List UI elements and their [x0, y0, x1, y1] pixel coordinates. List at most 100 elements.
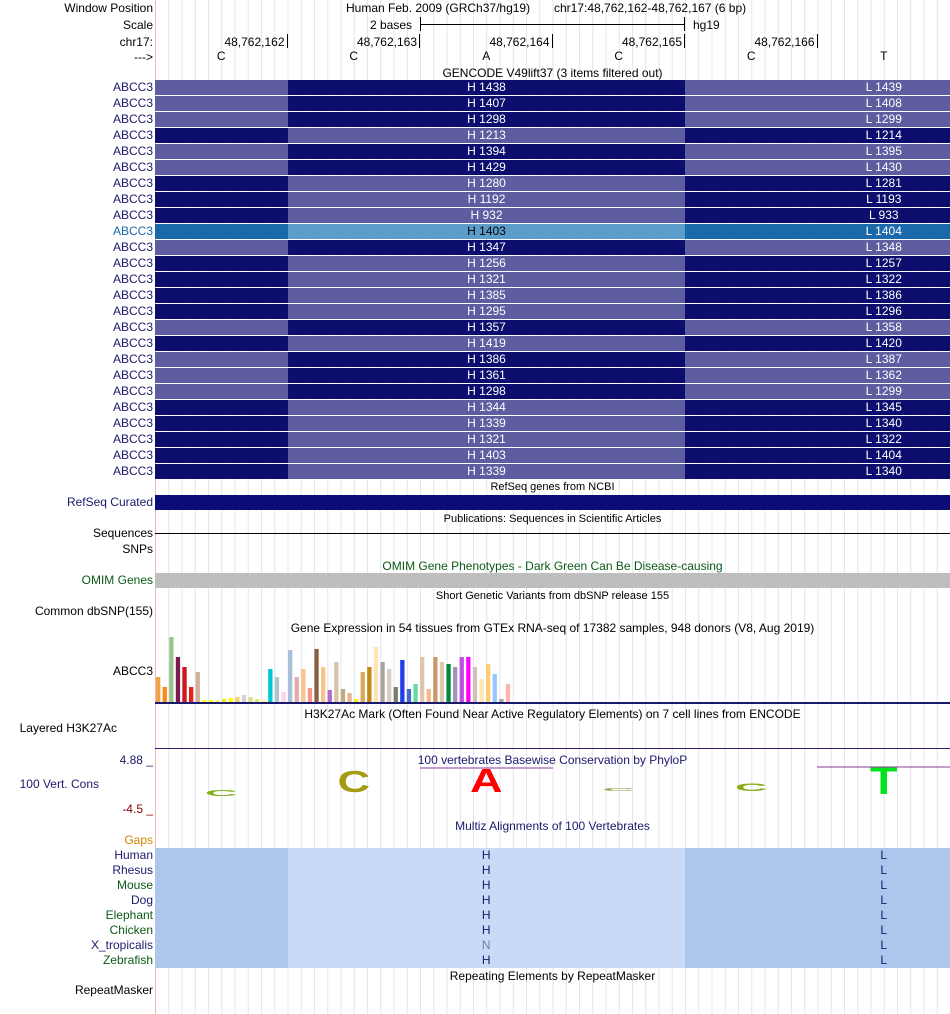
gencode-gene-label[interactable]: ABCC3: [112, 384, 153, 398]
gencode-gene-label[interactable]: ABCC3: [112, 464, 153, 478]
publications-snps-label[interactable]: SNPs: [122, 542, 153, 556]
gtex-tissue-bar[interactable]: [301, 669, 306, 702]
gencode-transcript-row[interactable]: H 1438 L 1439: [155, 80, 950, 95]
gencode-gene-label[interactable]: ABCC3: [112, 272, 153, 286]
multiz-species-label[interactable]: Chicken: [109, 923, 153, 937]
publications-title[interactable]: Publications: Sequences in Scientific Ar…: [443, 513, 662, 525]
gtex-tissue-bar[interactable]: [169, 637, 174, 702]
gencode-gene-label[interactable]: ABCC3: [112, 448, 153, 462]
gtex-tissue-bar[interactable]: [387, 669, 392, 702]
gencode-title[interactable]: GENCODE V49lift37 (3 items filtered out): [442, 66, 663, 80]
gtex-tissue-bar[interactable]: [393, 687, 398, 702]
gencode-transcript-row[interactable]: H 1213 L 1214: [155, 128, 950, 143]
refseq-bar[interactable]: [155, 495, 950, 510]
phylop-title[interactable]: 100 vertebrates Basewise Conservation by…: [417, 753, 688, 767]
gtex-tissue-bar[interactable]: [248, 697, 253, 702]
gencode-gene-label[interactable]: ABCC3: [112, 400, 153, 414]
omim-title[interactable]: OMIM Gene Phenotypes - Dark Green Can Be…: [382, 559, 723, 573]
gencode-transcript-row[interactable]: H 1339 L 1340: [155, 416, 950, 431]
gtex-gene-label[interactable]: ABCC3: [112, 664, 153, 678]
track-area[interactable]: Human Feb. 2009 (GRCh37/hg19) chr17:48,7…: [155, 0, 950, 1014]
gencode-gene-label[interactable]: ABCC3: [112, 432, 153, 446]
multiz-species-label[interactable]: Elephant: [105, 908, 153, 922]
gencode-gene-label[interactable]: ABCC3: [112, 256, 153, 270]
gtex-tissue-bar[interactable]: [195, 672, 200, 702]
gtex-tissue-bar[interactable]: [288, 650, 293, 702]
dbsnp-title[interactable]: Short Genetic Variants from dbSNP releas…: [435, 590, 670, 602]
dbsnp-track-label[interactable]: Common dbSNP(155): [34, 604, 153, 618]
refseq-track-label[interactable]: RefSeq Curated: [66, 495, 153, 509]
gtex-tissue-bar[interactable]: [486, 664, 491, 702]
repeatmasker-title[interactable]: Repeating Elements by RepeatMasker: [449, 969, 656, 983]
gtex-tissue-bar[interactable]: [373, 647, 379, 702]
refseq-title[interactable]: RefSeq genes from NCBI: [490, 481, 615, 493]
gtex-tissue-bar[interactable]: [261, 700, 266, 702]
gencode-transcript-row[interactable]: H 1280 L 1281: [155, 176, 950, 191]
gtex-tissue-bar[interactable]: [321, 667, 326, 702]
gencode-gene-label[interactable]: ABCC3: [112, 416, 153, 430]
gencode-transcript-row[interactable]: H 1429 L 1430: [155, 160, 950, 175]
gtex-tissue-bar[interactable]: [354, 699, 359, 702]
gtex-tissue-bar[interactable]: [505, 684, 511, 702]
gtex-tissue-bar[interactable]: [228, 698, 233, 702]
gencode-transcript-row[interactable]: H 1321 L 1322: [155, 272, 950, 287]
h3k27ac-track-label[interactable]: Layered H3K27Ac: [19, 721, 117, 735]
gtex-tissue-bar[interactable]: [426, 689, 431, 702]
gencode-gene-label[interactable]: ABCC3: [112, 288, 153, 302]
multiz-species-label[interactable]: Dog: [130, 893, 153, 907]
gtex-tissue-bar[interactable]: [189, 687, 194, 702]
gtex-tissue-bar[interactable]: [281, 692, 286, 702]
gencode-transcript-row[interactable]: H 1298 L 1299: [155, 112, 950, 127]
gtex-tissue-bar[interactable]: [215, 700, 220, 702]
gtex-tissue-bar[interactable]: [222, 699, 227, 702]
gtex-tissue-bar[interactable]: [347, 693, 352, 702]
gtex-tissue-bar[interactable]: [433, 657, 438, 702]
gtex-tissue-bar[interactable]: [327, 690, 332, 702]
gtex-tissue-bar[interactable]: [380, 662, 385, 702]
gtex-tissue-bar[interactable]: [413, 684, 418, 702]
gtex-tissue-bar[interactable]: [446, 664, 451, 702]
gtex-tissue-bar[interactable]: [156, 677, 161, 702]
gtex-tissue-bar[interactable]: [202, 700, 207, 702]
gtex-tissue-bar[interactable]: [307, 688, 313, 702]
gtex-tissue-bar[interactable]: [162, 687, 167, 702]
gtex-tissue-bar[interactable]: [420, 657, 425, 702]
phylop-track-label[interactable]: 100 Vert. Cons: [19, 777, 99, 791]
gtex-tissue-bar[interactable]: [492, 674, 497, 702]
publications-sequences-label[interactable]: Sequences: [92, 526, 153, 540]
gencode-transcript-row[interactable]: H 932 L 933: [155, 208, 950, 223]
gencode-transcript-row[interactable]: H 1357 L 1358: [155, 320, 950, 335]
multiz-species-label[interactable]: X_tropicalis: [90, 938, 153, 952]
gtex-tissue-bar[interactable]: [406, 689, 412, 702]
omim-bar[interactable]: [155, 573, 950, 588]
gtex-tissue-bar[interactable]: [255, 699, 260, 702]
gencode-transcript-row[interactable]: H 1339 L 1340: [155, 464, 950, 479]
gtex-tissue-bar[interactable]: [340, 689, 346, 702]
gtex-tissue-bar[interactable]: [334, 662, 339, 702]
gtex-tissue-bar[interactable]: [367, 667, 372, 702]
gencode-transcript-row[interactable]: H 1361 L 1362: [155, 368, 950, 383]
h3k27ac-title[interactable]: H3K27Ac Mark (Often Found Near Active Re…: [304, 707, 801, 721]
gtex-tissue-bar[interactable]: [314, 649, 319, 702]
gencode-transcript-row[interactable]: H 1347 L 1348: [155, 240, 950, 255]
gencode-gene-label[interactable]: ABCC3: [112, 368, 153, 382]
gencode-transcript-row[interactable]: H 1295 L 1296: [155, 304, 950, 319]
gencode-gene-label[interactable]: ABCC3: [112, 320, 153, 334]
gencode-transcript-row[interactable]: H 1256 L 1257: [155, 256, 950, 271]
gtex-tissue-bar[interactable]: [235, 697, 240, 702]
gencode-gene-label[interactable]: ABCC3: [112, 208, 153, 222]
gtex-tissue-bar[interactable]: [479, 679, 484, 702]
gencode-gene-label[interactable]: ABCC3: [112, 192, 153, 206]
gtex-tissue-bar[interactable]: [453, 667, 458, 702]
gtex-tissue-bar[interactable]: [400, 660, 405, 702]
gtex-tissue-bar[interactable]: [459, 657, 464, 702]
gencode-gene-label[interactable]: ABCC3: [112, 96, 153, 110]
multiz-species-label[interactable]: Mouse: [116, 878, 153, 892]
repeatmasker-track-label[interactable]: RepeatMasker: [74, 983, 153, 997]
gencode-gene-label[interactable]: ABCC3: [112, 144, 153, 158]
multiz-species-label[interactable]: Human: [114, 848, 153, 862]
gtex-tissue-bar[interactable]: [274, 677, 280, 702]
